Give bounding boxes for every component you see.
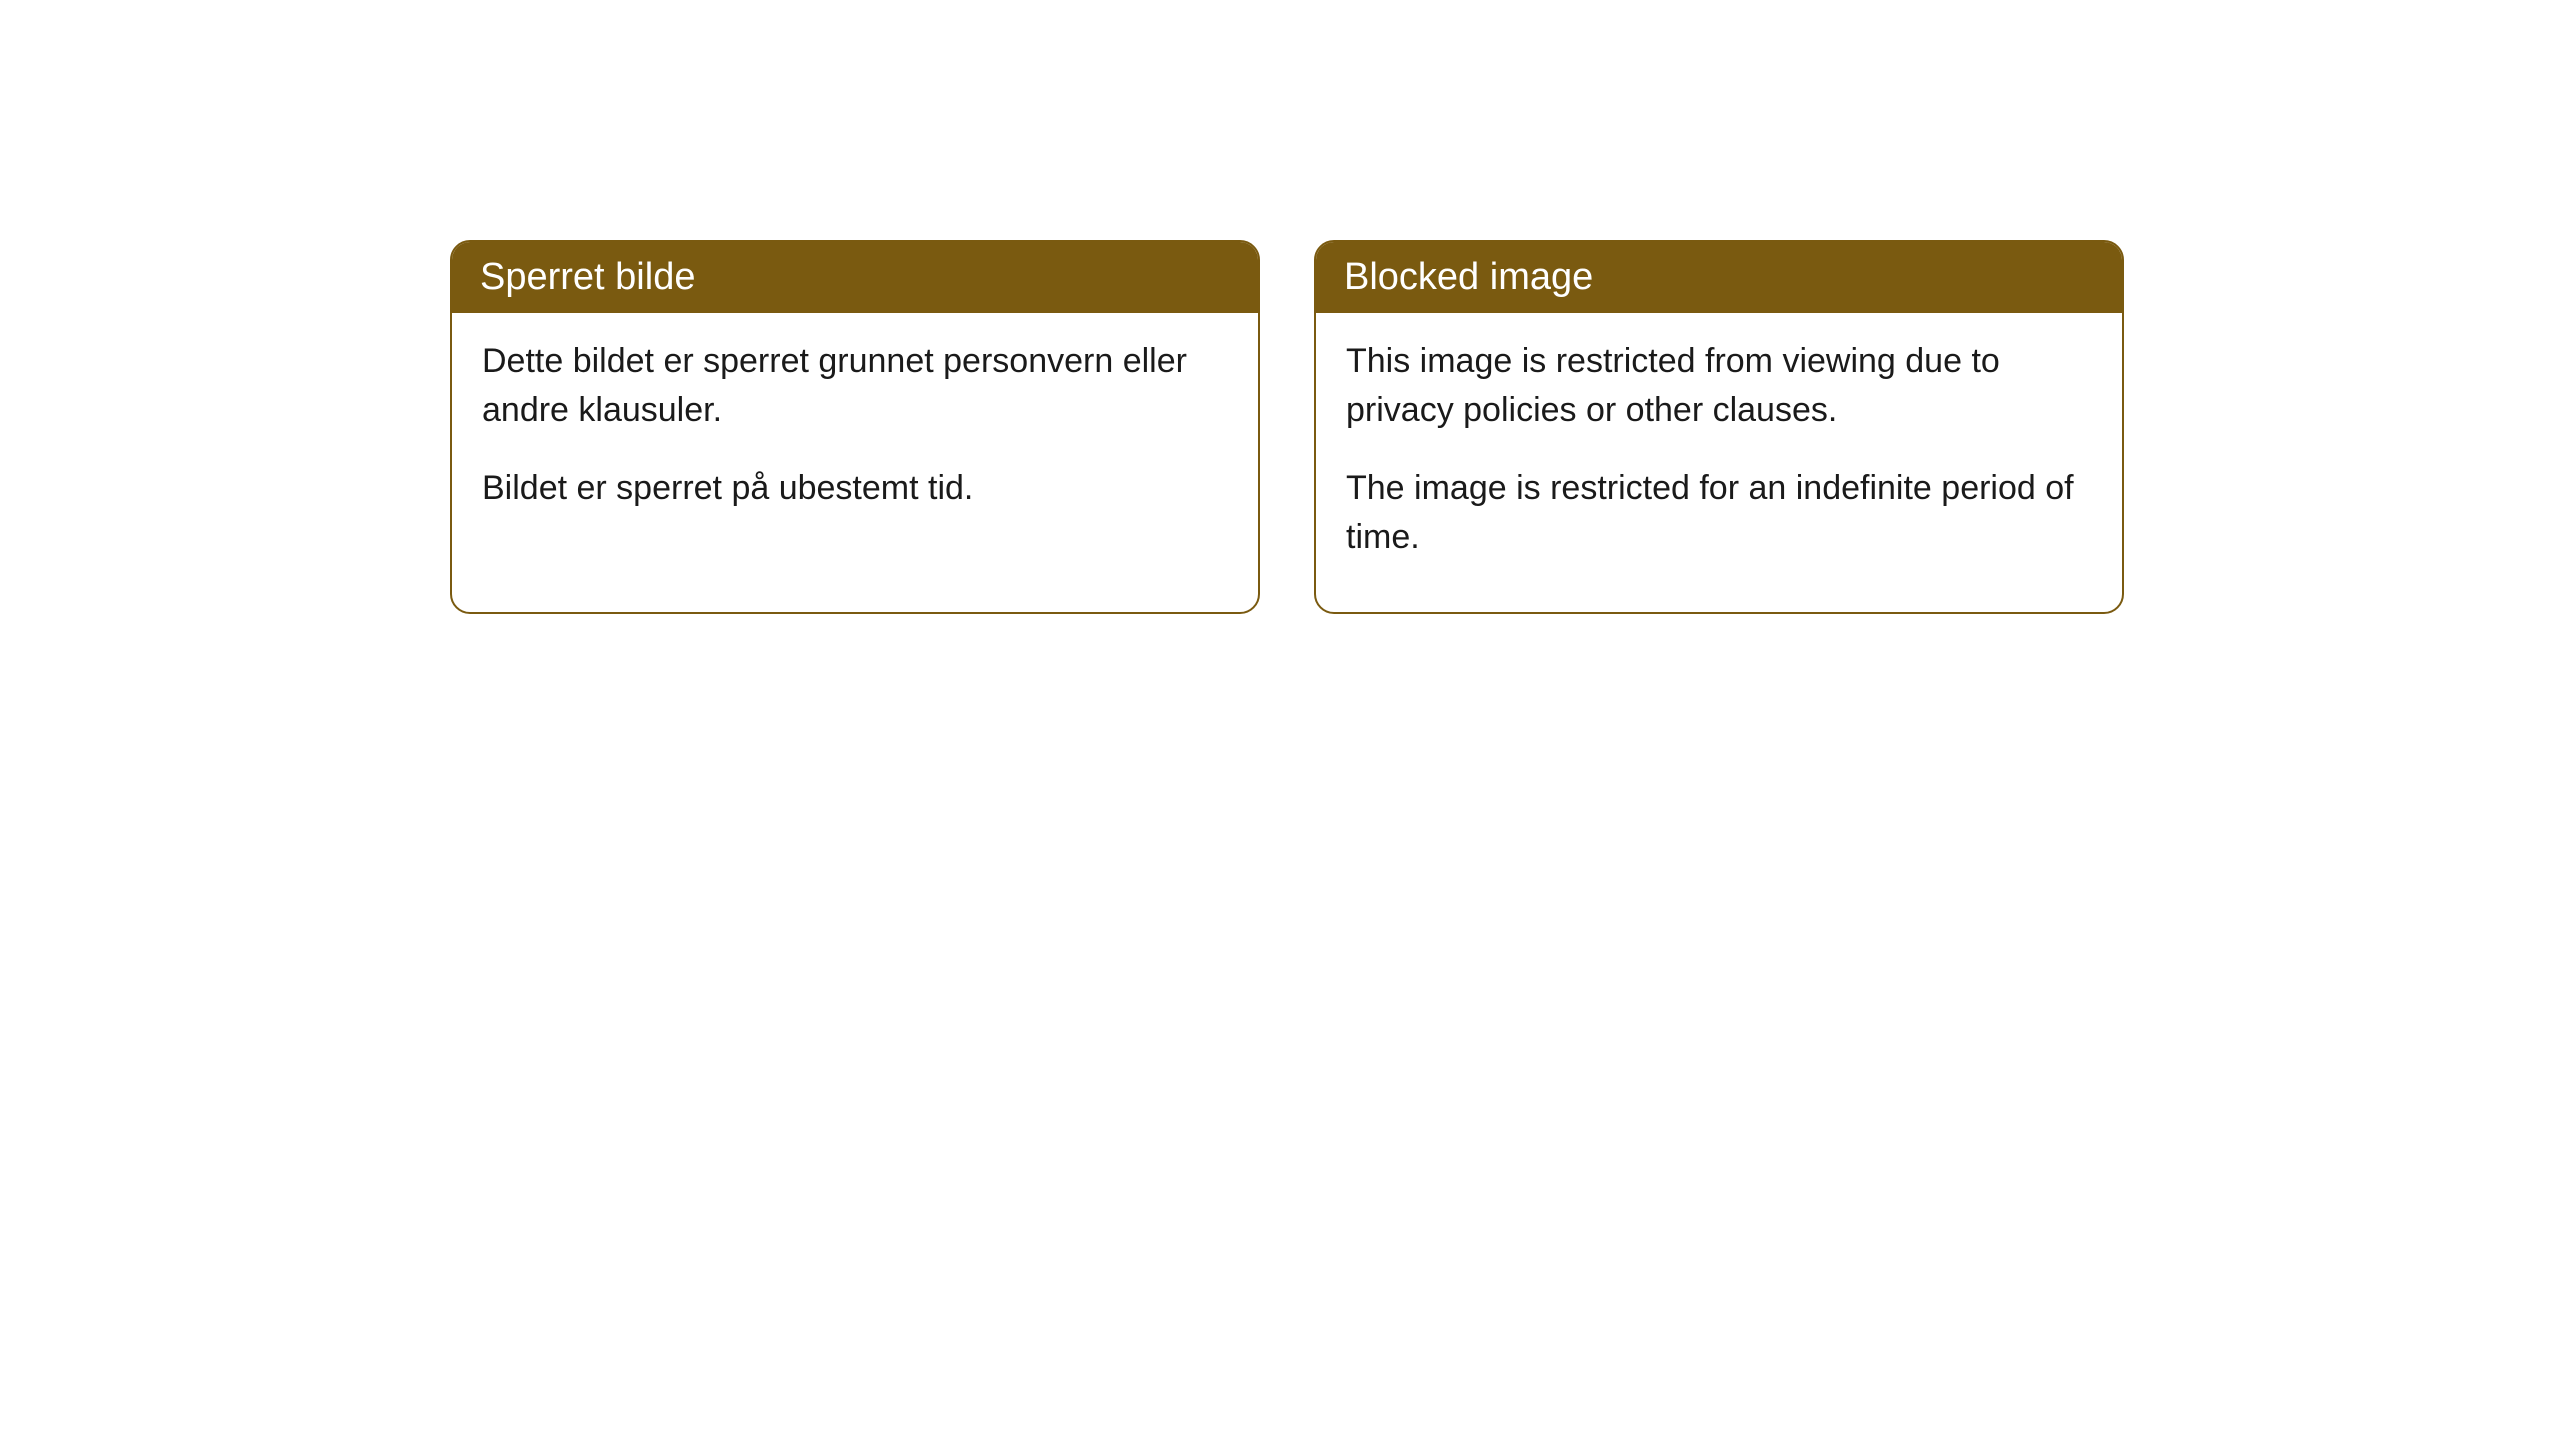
notice-card-english: Blocked image This image is restricted f… xyxy=(1314,240,2124,614)
notice-body-norwegian: Dette bildet er sperret grunnet personve… xyxy=(452,313,1258,563)
notice-text-line1: This image is restricted from viewing du… xyxy=(1346,337,2092,436)
notice-text-line2: Bildet er sperret på ubestemt tid. xyxy=(482,464,1228,513)
notice-text-line2: The image is restricted for an indefinit… xyxy=(1346,464,2092,563)
notice-header-norwegian: Sperret bilde xyxy=(452,242,1258,313)
notice-header-english: Blocked image xyxy=(1316,242,2122,313)
notice-text-line1: Dette bildet er sperret grunnet personve… xyxy=(482,337,1228,436)
notice-card-norwegian: Sperret bilde Dette bildet er sperret gr… xyxy=(450,240,1260,614)
notice-body-english: This image is restricted from viewing du… xyxy=(1316,313,2122,612)
notice-container: Sperret bilde Dette bildet er sperret gr… xyxy=(450,240,2124,614)
